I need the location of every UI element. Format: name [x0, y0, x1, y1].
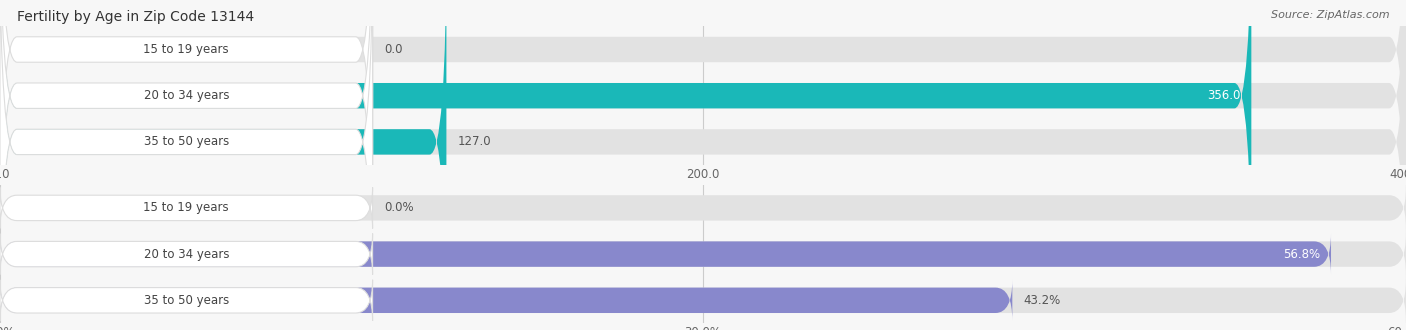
- FancyBboxPatch shape: [0, 0, 1406, 258]
- FancyBboxPatch shape: [0, 234, 373, 275]
- FancyBboxPatch shape: [0, 187, 1406, 228]
- FancyBboxPatch shape: [0, 0, 373, 258]
- Text: 56.8%: 56.8%: [1282, 248, 1320, 261]
- FancyBboxPatch shape: [0, 0, 373, 305]
- FancyBboxPatch shape: [0, 280, 1406, 321]
- Text: 0.0: 0.0: [384, 43, 402, 56]
- FancyBboxPatch shape: [0, 0, 1406, 305]
- FancyBboxPatch shape: [0, 280, 1012, 321]
- FancyBboxPatch shape: [0, 234, 1406, 275]
- Text: 127.0: 127.0: [458, 135, 491, 148]
- Text: Fertility by Age in Zip Code 13144: Fertility by Age in Zip Code 13144: [17, 10, 254, 24]
- Text: 35 to 50 years: 35 to 50 years: [143, 135, 229, 148]
- FancyBboxPatch shape: [0, 234, 1331, 275]
- FancyBboxPatch shape: [0, 0, 373, 330]
- Text: 20 to 34 years: 20 to 34 years: [143, 248, 229, 261]
- Text: 356.0: 356.0: [1206, 89, 1240, 102]
- Text: 15 to 19 years: 15 to 19 years: [143, 43, 229, 56]
- Text: 43.2%: 43.2%: [1024, 294, 1060, 307]
- Text: 35 to 50 years: 35 to 50 years: [143, 294, 229, 307]
- FancyBboxPatch shape: [0, 187, 373, 228]
- Text: 0.0%: 0.0%: [384, 201, 413, 214]
- FancyBboxPatch shape: [0, 0, 447, 330]
- FancyBboxPatch shape: [0, 0, 1251, 305]
- FancyBboxPatch shape: [0, 280, 373, 321]
- Text: 15 to 19 years: 15 to 19 years: [143, 201, 229, 214]
- Text: 20 to 34 years: 20 to 34 years: [143, 89, 229, 102]
- Text: Source: ZipAtlas.com: Source: ZipAtlas.com: [1271, 10, 1389, 20]
